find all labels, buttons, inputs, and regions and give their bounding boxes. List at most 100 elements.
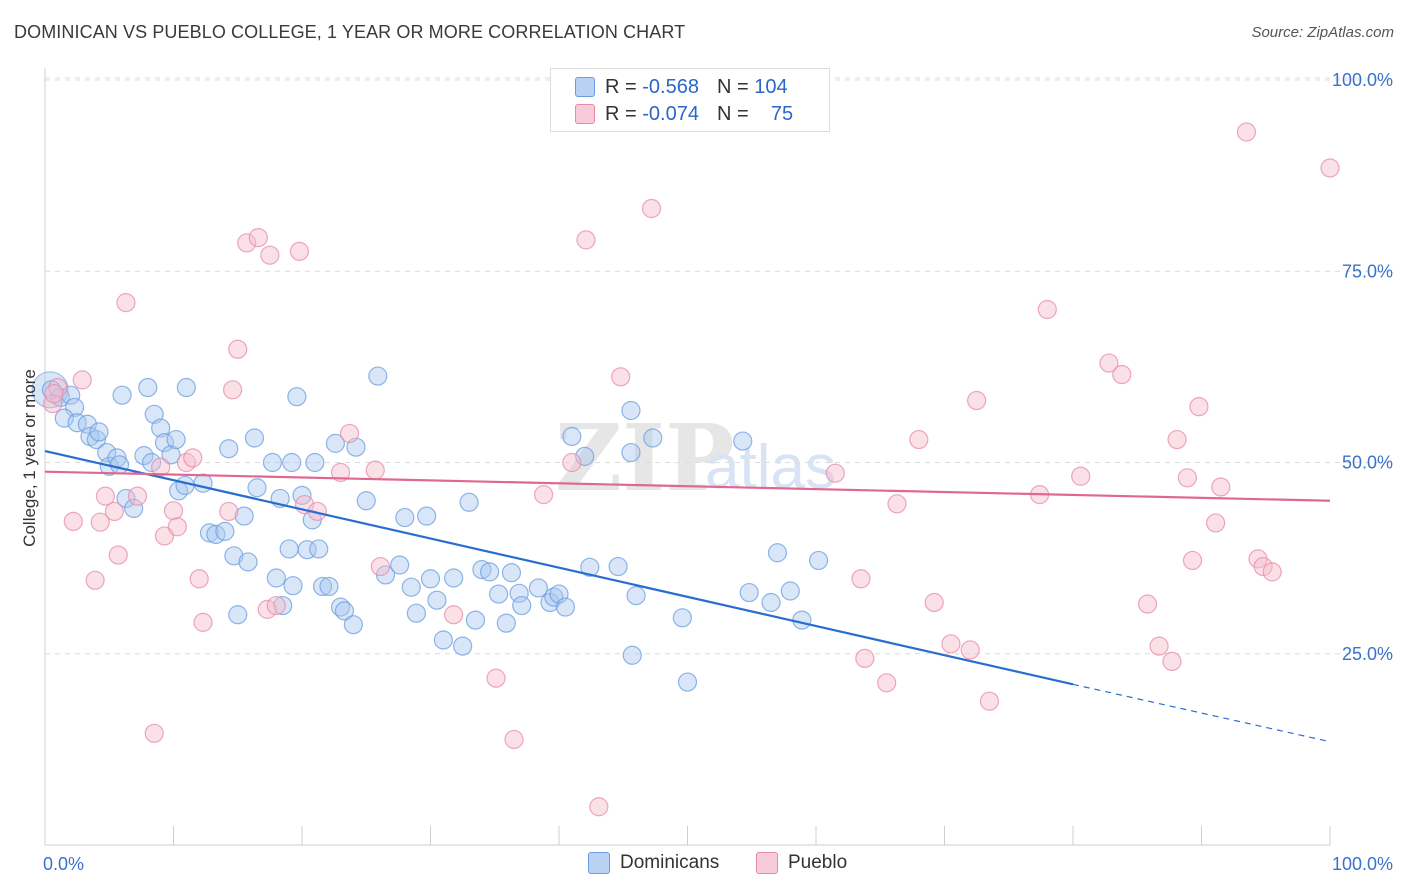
blue-swatch — [575, 77, 595, 97]
pueblo-point — [444, 605, 464, 625]
pueblo-point — [370, 556, 390, 577]
pueblo-point — [330, 462, 351, 483]
dominican-point — [621, 400, 641, 421]
pueblo-point — [504, 729, 524, 750]
dominican-point — [161, 445, 181, 465]
dominican-point — [282, 452, 302, 473]
pueblo-point — [1177, 468, 1197, 488]
pueblo-point — [1037, 299, 1057, 320]
dominican-point — [77, 414, 98, 434]
pueblo-point — [1206, 513, 1226, 533]
dominican-point — [266, 568, 286, 588]
dominican-point — [54, 408, 74, 428]
pueblo-point — [1189, 397, 1209, 417]
dominican-point — [124, 498, 144, 518]
pueblo-point — [289, 241, 310, 261]
pueblo-point — [95, 486, 115, 506]
pueblo-point — [228, 339, 248, 359]
dominican-point — [395, 507, 415, 528]
pueblo-point — [589, 797, 609, 817]
dominican-point — [555, 597, 576, 617]
pueblo-point — [855, 648, 875, 668]
x-tick-label-max: 100.0% — [1332, 854, 1393, 874]
pueblo-point — [1162, 651, 1182, 672]
bottom-legend-label-pueblo: Pueblo — [788, 852, 848, 873]
pueblo-point — [248, 227, 268, 248]
pueblo-point — [189, 569, 209, 589]
pueblo-point — [85, 570, 105, 590]
legend-row-pueblo: R = -0.074 N = 75 — [575, 102, 793, 126]
chart-title: DOMINICAN VS PUEBLO COLLEGE, 1 YEAR OR M… — [14, 22, 686, 42]
dominican-point — [767, 543, 788, 563]
dominican-point — [496, 613, 516, 633]
pueblo-point — [151, 457, 171, 477]
dominican-point — [501, 563, 522, 583]
pueblo-point — [44, 384, 64, 404]
pueblo-point — [116, 293, 136, 313]
pueblo-point — [562, 452, 582, 473]
pueblo-point — [851, 569, 871, 589]
pueblo-point — [167, 517, 187, 537]
pueblo-point — [1253, 556, 1273, 577]
pueblo-point — [979, 691, 1000, 711]
pueblo-point — [193, 612, 213, 632]
dominican-point — [199, 523, 220, 543]
dominican-point — [459, 492, 479, 512]
dominican-point — [262, 452, 283, 473]
dominican-point — [312, 576, 333, 597]
pueblo-point — [127, 486, 148, 506]
pueblo-point — [1167, 429, 1187, 450]
dominican-point — [215, 521, 235, 541]
legend-r-value-dominicans: -0.568 — [642, 75, 699, 98]
dominican-point — [453, 636, 473, 656]
watermark-atlas: atlas — [705, 433, 836, 502]
pueblo-point — [909, 429, 929, 450]
pueblo-trend-line — [44, 470, 1331, 502]
pueblo-point — [941, 634, 961, 654]
dominican-point — [175, 475, 195, 496]
dominican-point — [309, 539, 329, 559]
y-tick-label-100: 100.0% — [1332, 70, 1393, 90]
dominican-point — [489, 584, 509, 604]
dominican-point — [116, 488, 136, 509]
dominican-point — [283, 576, 303, 596]
dominican-point — [305, 452, 325, 473]
dominican-point — [792, 610, 812, 630]
dominican-point — [509, 583, 529, 603]
bottom-legend-dominicans: Dominicans — [588, 852, 719, 874]
pueblo-point — [641, 198, 662, 219]
dominican-point — [166, 429, 186, 450]
dominican-point — [86, 429, 107, 450]
watermark-zip: ZIP — [555, 404, 734, 512]
dominican-point — [406, 603, 426, 623]
dominican-point — [238, 552, 258, 572]
y-tick-label-25: 25.0% — [1342, 644, 1393, 664]
dominican-point — [109, 455, 130, 475]
pueblo-point — [1071, 466, 1091, 486]
pueblo-point — [63, 511, 83, 532]
bottom-legend-label-dominicans: Dominicans — [620, 852, 720, 873]
y-axis-label: College, 1 year or more — [20, 369, 39, 547]
legend-n-label: N = — [716, 102, 749, 125]
dominican-point — [621, 442, 641, 463]
dominican-point — [420, 569, 441, 589]
dominican-point — [444, 568, 464, 588]
dominican-point — [67, 413, 87, 433]
dominican-point — [273, 595, 293, 616]
legend-r-label: R = — [605, 75, 637, 98]
dominican-point — [244, 428, 265, 448]
dominican-point — [643, 428, 663, 448]
pueblo-point — [611, 367, 631, 387]
dominican-point — [808, 550, 829, 571]
dominican-point — [151, 418, 171, 438]
dominican-point — [472, 559, 492, 580]
source-label: Source: ZipAtlas.com — [1251, 24, 1394, 41]
correlation-legend: R = -0.568 N = 104 R = -0.074 N = 75 — [550, 68, 830, 132]
pueblo-point — [365, 460, 385, 480]
dominican-point — [608, 556, 628, 577]
legend-r-label: R = — [605, 102, 637, 125]
dominican-point — [480, 562, 500, 582]
blue-swatch — [588, 852, 610, 874]
pueblo-point — [144, 723, 164, 743]
dominican-point — [343, 615, 363, 635]
